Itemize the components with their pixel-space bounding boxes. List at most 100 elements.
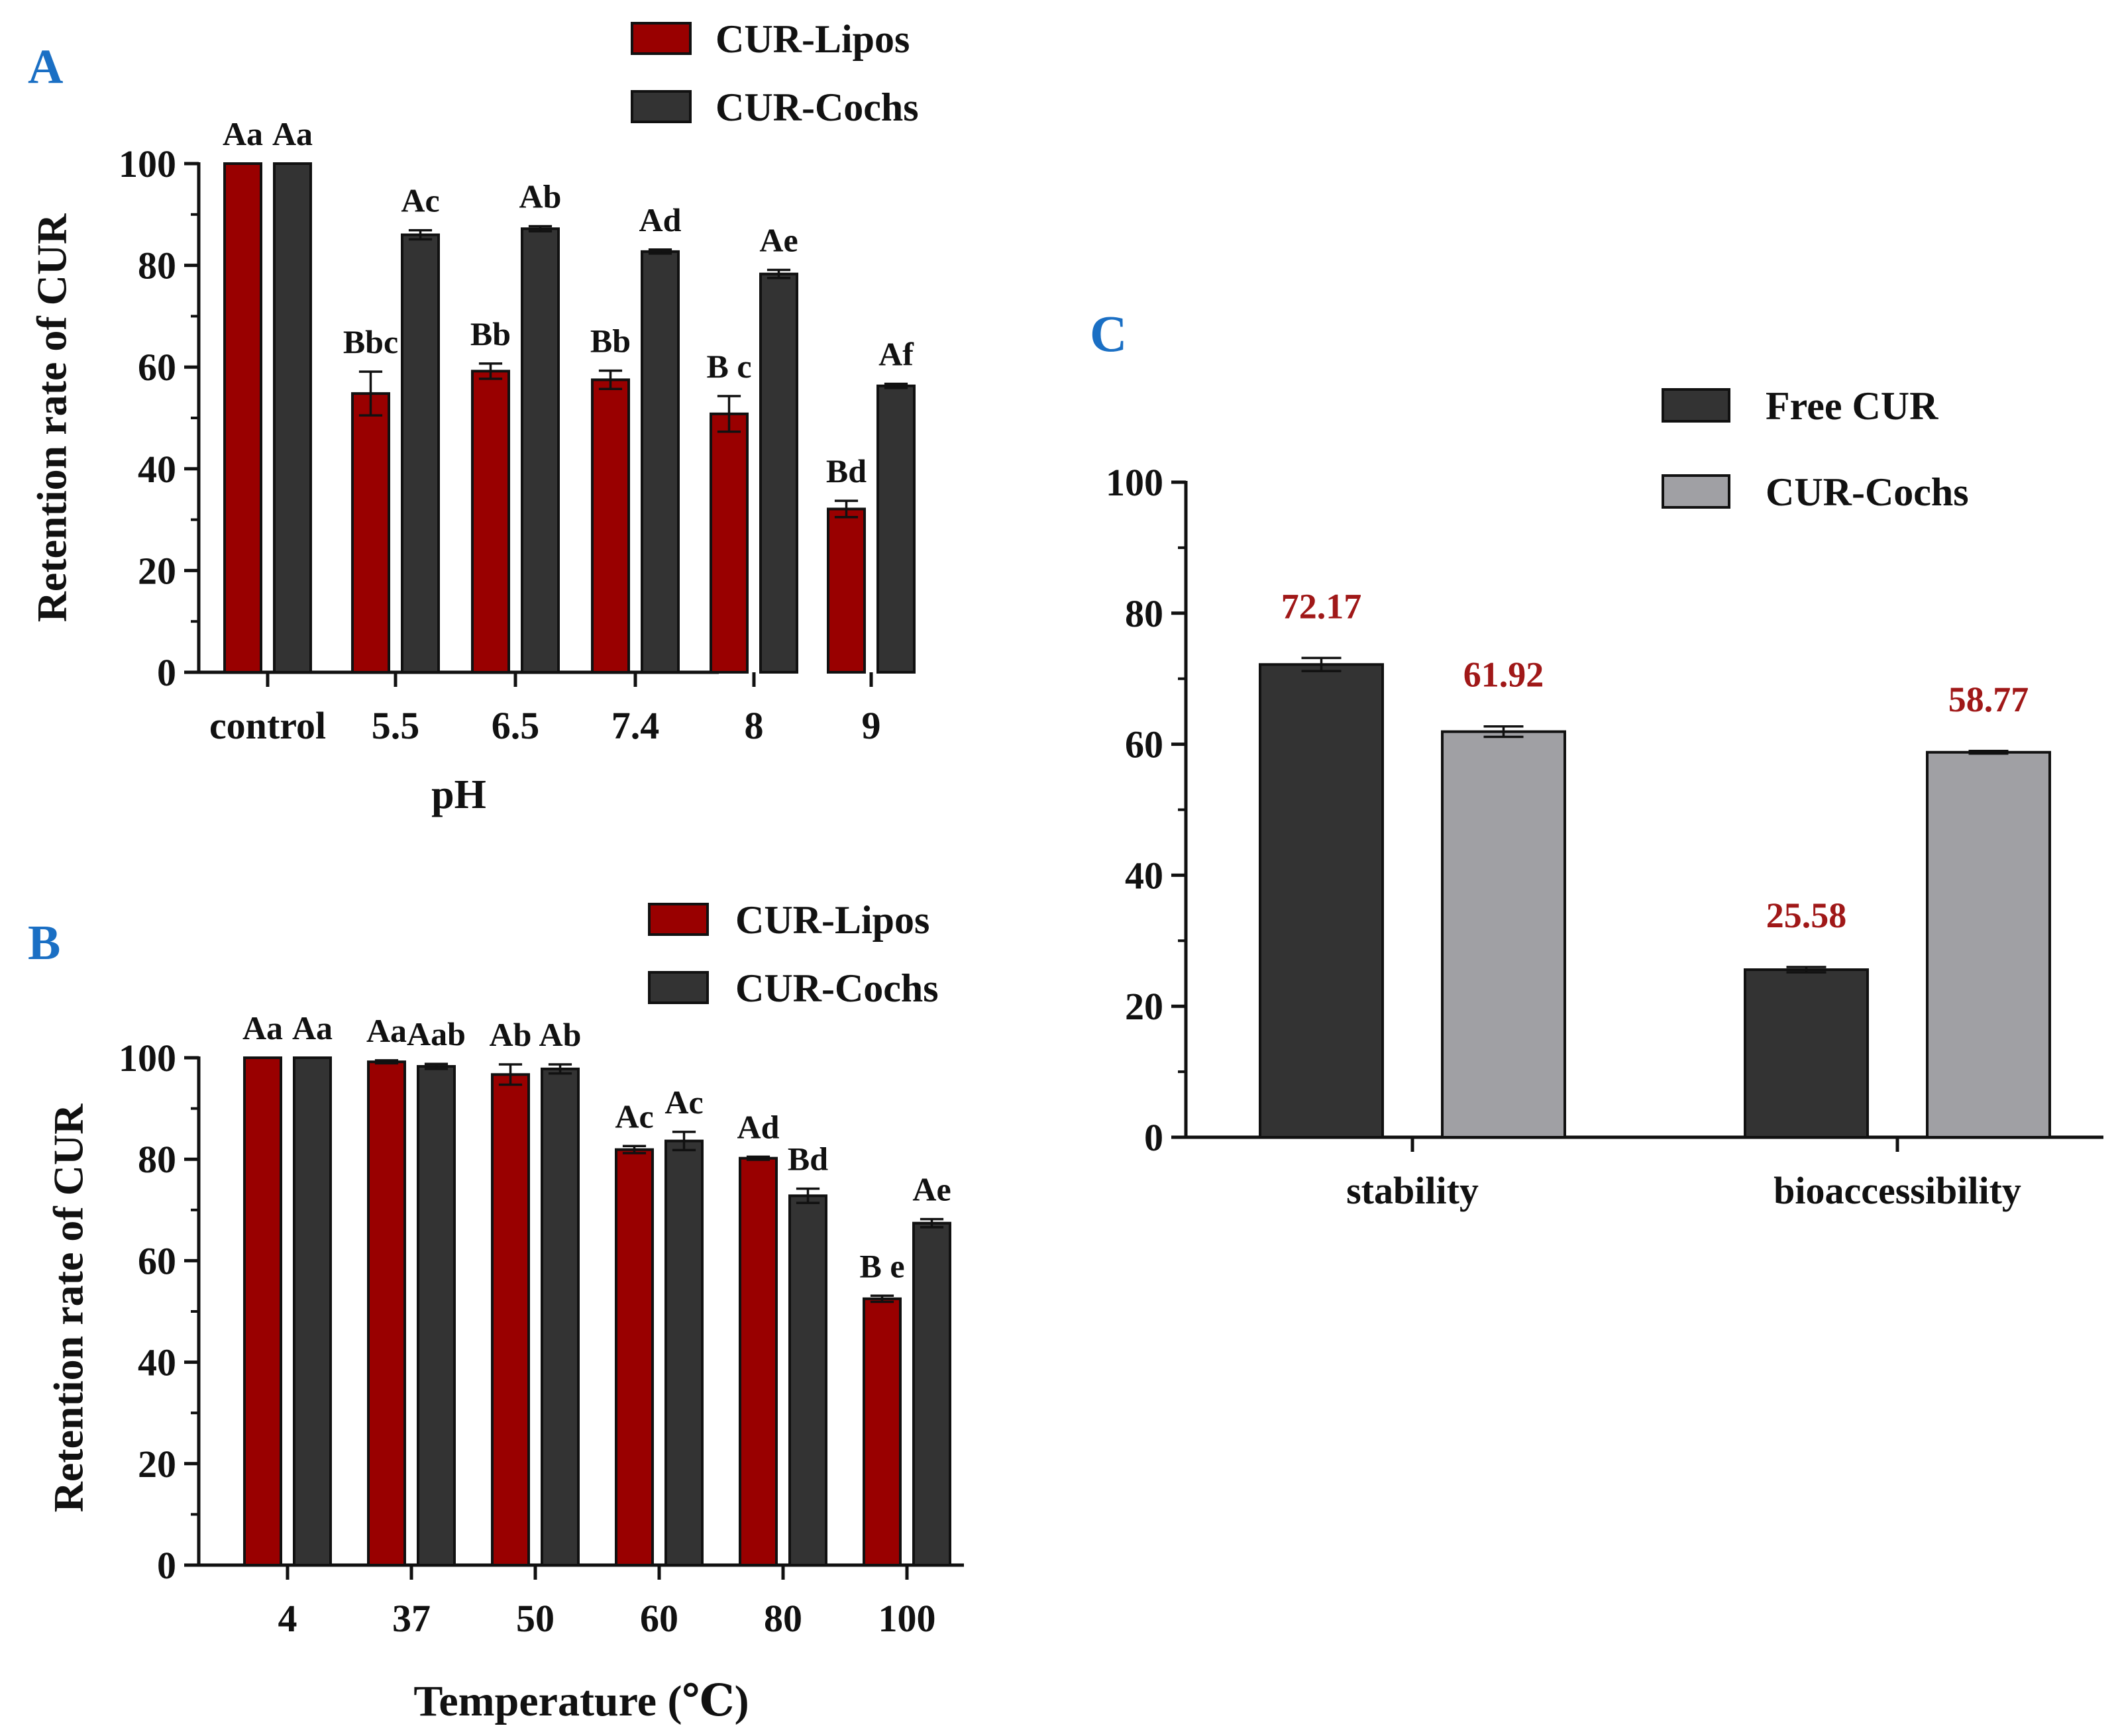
- panel-b-significance-label: Ab: [539, 1016, 582, 1053]
- panel-b-significance-label: Aa: [292, 1009, 333, 1047]
- panel-a-significance-label: Bbc: [343, 323, 398, 360]
- panel-a-bar: [876, 384, 916, 674]
- panel-b-legend-label: CUR-Lipos: [735, 898, 929, 942]
- panel-a-significance-label: B c: [706, 348, 751, 385]
- panel-a-legend-label: CUR-Cochs: [715, 85, 919, 129]
- panel-a-bar: [401, 233, 440, 674]
- panel-c-y-tick-label: 20: [1125, 985, 1163, 1028]
- panel-a-significance-label: Bb: [470, 315, 511, 352]
- panel-a-x-tick-label: 6.5: [492, 704, 540, 747]
- panel-c-value-label: 25.58: [1766, 895, 1847, 935]
- panel-a-x-tick-label: 7.4: [611, 704, 660, 747]
- panel-c-bar: [1744, 968, 1869, 1139]
- panel-b-legend-label: CUR-Cochs: [735, 966, 939, 1010]
- panel-a-bar: [591, 378, 630, 674]
- panel-a-y-tick-label: 20: [138, 549, 176, 592]
- panel-b-bar: [912, 1221, 951, 1566]
- panel-a-bar: [273, 162, 312, 674]
- panel-a-bar: [471, 370, 510, 674]
- panel-b-significance-label: Aa: [242, 1009, 283, 1047]
- panel-b-x-tick-label: 4: [278, 1597, 297, 1640]
- panel-b-y-tick-label: 40: [138, 1341, 176, 1384]
- panel-b-significance-label: Ad: [737, 1108, 780, 1145]
- panel-c-value-label: 72.17: [1281, 586, 1362, 626]
- panel-a-x-tick-label: 8: [745, 704, 764, 747]
- panel-c-value-label: 58.77: [1948, 680, 2029, 719]
- panel-a-legend-label: CUR-Lipos: [715, 17, 910, 61]
- panel-b-x-tick-label: 80: [764, 1597, 802, 1640]
- panel-a-significance-label: Bb: [590, 323, 631, 360]
- panel-c-legend-swatch: [1662, 474, 1730, 509]
- panel-b-x-tick-label: 100: [878, 1597, 936, 1640]
- panel-c-label: C: [1090, 305, 1127, 362]
- panel-a-bar: [710, 412, 749, 674]
- panel-b-significance-label: Ac: [615, 1098, 653, 1135]
- panel-a-significance-label: Aa: [223, 115, 263, 152]
- panel-b-bar: [664, 1139, 704, 1566]
- panel-b-significance-label: Ac: [664, 1084, 703, 1121]
- panel-a-bar: [351, 392, 390, 674]
- panel-a-y-tick-label: 60: [138, 346, 176, 389]
- panel-c-bar: [1926, 750, 2051, 1139]
- panel-a-legend-swatch: [631, 90, 692, 123]
- panel-b-bar: [615, 1148, 654, 1566]
- panel-a-y-tick-label: 40: [138, 448, 176, 491]
- panel-b-y-tick-label: 60: [138, 1239, 176, 1282]
- panel-a-significance-label: Ac: [401, 182, 439, 219]
- panel-c-legend-label: CUR-Cochs: [1766, 470, 1969, 514]
- panel-a-significance-label: Af: [878, 336, 914, 373]
- panel-c-y-tick-label: 80: [1125, 592, 1163, 635]
- panel-c-y-tick-label: 100: [1106, 461, 1163, 504]
- panel-b-bar: [243, 1056, 282, 1566]
- panel-a-significance-label: Bd: [826, 452, 867, 489]
- panel-a-significance-label: Aa: [272, 115, 313, 152]
- panel-a-label: A: [28, 40, 63, 94]
- panel-a-significance-label: Ad: [639, 201, 682, 238]
- panel-b-bar: [293, 1056, 332, 1566]
- panel-c-y-tick-label: 60: [1125, 723, 1163, 766]
- panel-b-significance-label: Bd: [788, 1141, 828, 1178]
- panel-a-y-tick-label: 100: [119, 142, 176, 185]
- panel-a-x-tick-label: control: [209, 704, 326, 747]
- panel-a-significance-label: Ae: [759, 222, 798, 259]
- panel-b-significance-label: Aa: [366, 1012, 407, 1049]
- panel-b-bar: [367, 1060, 406, 1567]
- panel-a-bar: [759, 272, 798, 674]
- panel-b-significance-label: B e: [859, 1247, 904, 1284]
- panel-b-label: B: [28, 916, 60, 970]
- panel-c-value-label: 61.92: [1463, 655, 1544, 695]
- panel-a-y-axis-title: Retention rate of CUR: [28, 213, 76, 623]
- panel-c-x-tick-label: bioaccessibility: [1774, 1169, 2021, 1212]
- panel-b-bar: [739, 1156, 778, 1566]
- panel-c-legend-swatch: [1662, 388, 1730, 423]
- panel-b-bar: [863, 1297, 902, 1566]
- panel-c-y-tick-label: 0: [1144, 1116, 1163, 1159]
- panel-b-bar: [788, 1194, 827, 1567]
- panel-b-x-tick-label: 37: [392, 1597, 431, 1640]
- panel-b-legend-swatch: [648, 971, 709, 1004]
- panel-c-bar: [1441, 730, 1566, 1139]
- panel-a-y-tick-label: 80: [138, 244, 176, 287]
- panel-b-y-axis-title: Retention rate of CUR: [45, 1103, 92, 1513]
- panel-b-y-tick-label: 20: [138, 1443, 176, 1486]
- panel-b-y-tick-label: 80: [138, 1138, 176, 1181]
- panel-a-x-axis-title: pH: [431, 772, 486, 817]
- panel-b-y-tick-label: 0: [157, 1544, 176, 1587]
- panel-a-bar: [521, 227, 560, 674]
- panel-a-x-tick-label: 9: [862, 704, 881, 747]
- panel-c-x-tick-label: stability: [1346, 1169, 1479, 1212]
- panel-b-significance-label: Ab: [490, 1016, 532, 1053]
- panel-b-y-tick-label: 100: [119, 1037, 176, 1080]
- panel-a-legend-swatch: [631, 22, 692, 55]
- panel-b-bar: [491, 1073, 530, 1566]
- panel-b-bar: [541, 1067, 580, 1567]
- panel-b-significance-label: Aab: [407, 1015, 466, 1052]
- panel-b-legend-swatch: [648, 903, 709, 936]
- panel-a-x-tick-label: 5.5: [372, 704, 420, 747]
- panel-a-bar: [827, 507, 866, 674]
- panel-c-bar: [1259, 663, 1384, 1139]
- panel-a-y-tick-label: 0: [157, 651, 176, 694]
- panel-b-x-tick-label: 50: [516, 1597, 555, 1640]
- panel-c-legend-label: Free CUR: [1766, 384, 1938, 428]
